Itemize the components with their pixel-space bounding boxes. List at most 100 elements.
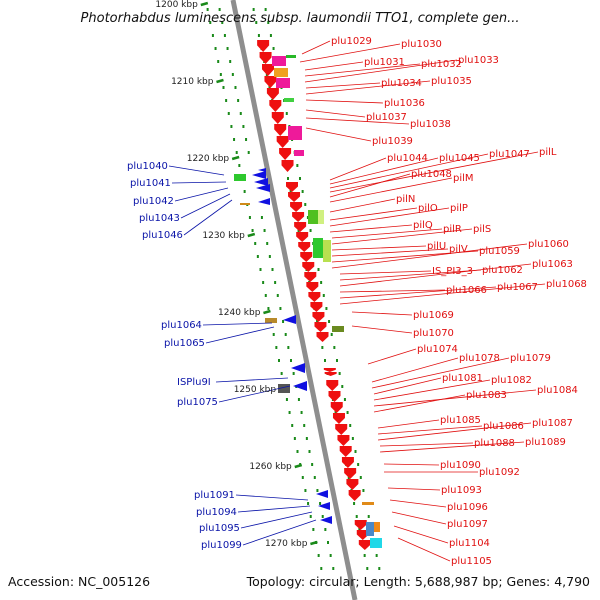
gc-dot (276, 294, 279, 297)
gene-label: plu1042 (133, 196, 174, 207)
ruler-label: 1270 kbp (265, 539, 308, 549)
gc-dot (321, 346, 324, 349)
gene-label: pilV (449, 244, 468, 255)
label-leader (397, 537, 451, 562)
gene-label: plu1038 (410, 119, 451, 130)
feature-block (370, 538, 382, 548)
gc-dot (229, 60, 232, 63)
gene-label: plu1085 (440, 415, 481, 426)
label-leader (329, 151, 539, 193)
gc-dot (280, 372, 283, 375)
gene-label: plu1046 (142, 230, 183, 241)
label-leader (367, 348, 417, 365)
feature-block (274, 68, 288, 77)
gene-label: plu1060 (528, 239, 569, 250)
gc-dot (226, 47, 229, 50)
reverse-gene-arrow (258, 198, 270, 205)
gc-dot (279, 307, 282, 310)
gc-dot (211, 34, 214, 37)
label-leader (339, 269, 482, 281)
gene-label: plu1099 (201, 540, 242, 551)
forward-gene-arrow (271, 112, 284, 124)
reverse-gene-arrow (320, 516, 332, 524)
gene-label: pilO (418, 203, 438, 214)
gc-dot (230, 125, 233, 128)
forward-gene-arrow (302, 262, 315, 272)
forward-gene-arrow (358, 540, 371, 550)
label-leader (205, 326, 275, 344)
forward-gene-arrow (281, 160, 294, 172)
gc-dot (206, 8, 209, 11)
gc-dot (308, 450, 311, 453)
gene-label: plu1104 (449, 538, 490, 549)
gc-dot (315, 541, 318, 544)
gc-dot (237, 99, 240, 102)
forward-gene-arrow (324, 372, 337, 376)
forward-gene-arrow (312, 312, 325, 322)
gene-label: plu1089 (525, 437, 566, 448)
forward-gene-arrow (332, 413, 345, 424)
label-leader (351, 311, 413, 316)
gc-dot (334, 411, 337, 414)
label-leader (377, 419, 440, 429)
ruler-tick (247, 232, 256, 238)
gene-label: pilS (473, 224, 491, 235)
gc-dot (267, 307, 270, 310)
gc-dot (209, 21, 212, 24)
label-leader (351, 325, 413, 334)
label-leader (371, 357, 510, 389)
gc-dot (247, 151, 250, 154)
gene-label: IS_PI3_3 (432, 266, 473, 277)
gc-dot (257, 34, 260, 37)
gc-dot (251, 229, 254, 232)
forward-gene-arrow (264, 76, 277, 88)
gc-dot (378, 567, 381, 570)
forward-gene-arrow (300, 252, 313, 262)
gene-label: pilN (396, 194, 415, 205)
gc-dot (311, 463, 314, 466)
forward-gene-arrow (269, 100, 282, 112)
gene-label: plu1083 (466, 390, 507, 401)
label-leader (237, 505, 311, 513)
gene-label: pilR (443, 224, 462, 235)
gc-dot (335, 359, 338, 362)
gc-dot (275, 346, 278, 349)
gc-dot (274, 281, 277, 284)
label-leader (202, 322, 273, 326)
gene-label: plu1040 (127, 161, 168, 172)
reverse-gene-arrow (291, 363, 305, 373)
label-leader (235, 494, 309, 501)
gene-label: plu1094 (196, 507, 237, 518)
forward-gene-arrow (344, 468, 357, 479)
gene-label: plu1097 (447, 519, 488, 530)
gc-dot (343, 398, 346, 401)
gc-dot (358, 528, 361, 531)
gc-dot (231, 73, 234, 76)
gc-dot (317, 268, 320, 271)
gc-dot (320, 567, 323, 570)
gc-dot (284, 333, 287, 336)
gc-dot (245, 138, 248, 141)
forward-gene-arrow (323, 368, 336, 372)
forward-gene-arrow (257, 40, 270, 52)
ruler-label: 1230 kbp (202, 231, 245, 241)
feature-block (288, 126, 302, 140)
gc-dot (362, 489, 365, 492)
gene-label: plu1062 (482, 265, 523, 276)
label-leader (304, 59, 458, 83)
gc-dot (317, 554, 320, 557)
ruler-tick (216, 78, 224, 84)
gc-dot (282, 320, 285, 323)
ruler-label: 1210 kbp (171, 77, 214, 87)
gc-dot (239, 112, 242, 115)
gc-dot (301, 476, 304, 479)
gene-label: plu1037 (366, 112, 407, 123)
gc-dot (268, 255, 271, 258)
gene-label: plu1063 (532, 259, 573, 270)
gene-label: plu1059 (479, 246, 520, 257)
label-leader (391, 511, 447, 525)
reverse-strand-genes (252, 168, 332, 524)
reverse-gene-arrow (293, 381, 307, 391)
gc-dot (219, 73, 222, 76)
gc-dot (309, 229, 312, 232)
